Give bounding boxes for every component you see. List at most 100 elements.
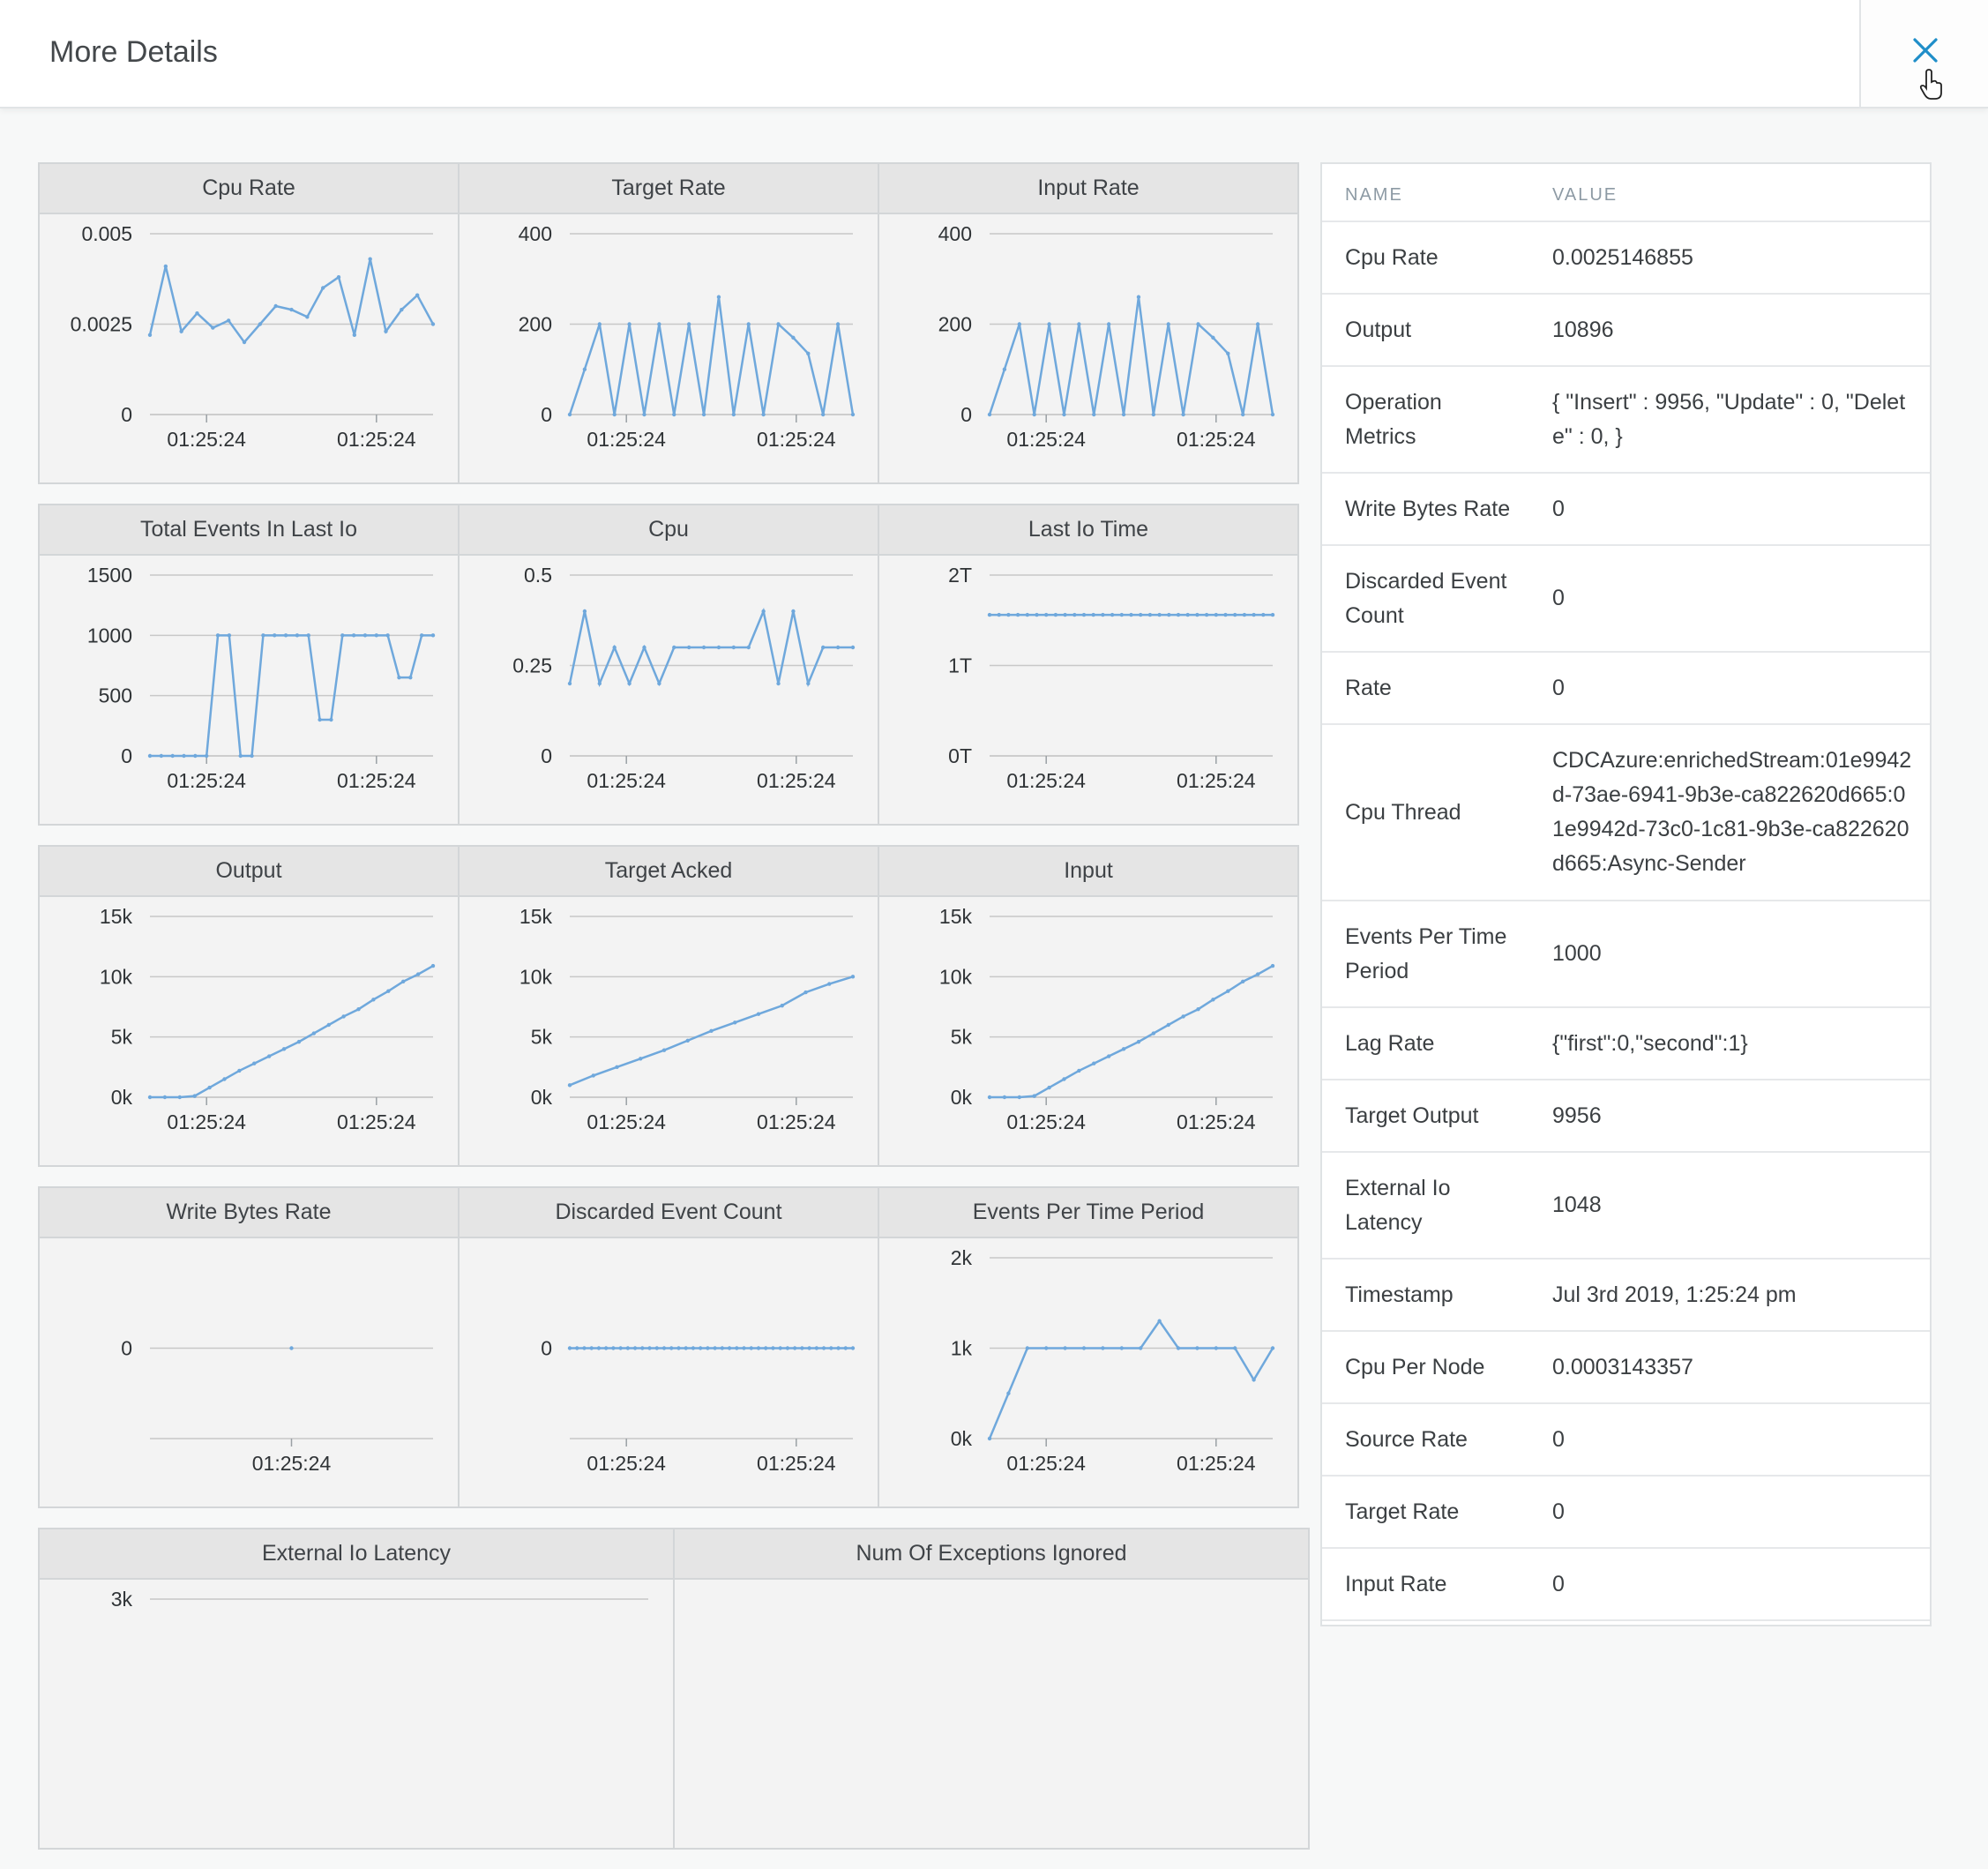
- close-button[interactable]: [1859, 0, 1988, 107]
- x-tick-label: 01:25:24: [587, 769, 666, 792]
- data-point: [1139, 612, 1143, 617]
- chart-panel: Events Per Time Period 2k 1k 0k 01:25:24 01:2…: [878, 1186, 1299, 1508]
- data-point: [193, 753, 198, 759]
- chart-row: External Io Latency 3k Num Of Exceptions …: [38, 1528, 1310, 1851]
- table-row: External Io Latency 1048: [1322, 1153, 1930, 1260]
- series-line: [148, 258, 435, 345]
- data-point: [1185, 612, 1190, 617]
- data-point: [1015, 612, 1020, 617]
- data-point: [603, 1346, 609, 1350]
- chart-panel: Last Io Time 2T 1T 0T 01:25:24 01:25:24: [878, 504, 1299, 826]
- data-point: [1119, 1346, 1124, 1350]
- row-name: Input Rate: [1345, 1571, 1447, 1596]
- row-name: Discarded Event Count: [1345, 568, 1507, 628]
- chart-title: Discarded Event Count: [460, 1188, 878, 1238]
- row-value: 0: [1552, 1571, 1565, 1596]
- data-point: [850, 645, 856, 650]
- data-point: [415, 972, 421, 976]
- data-point: [632, 1346, 638, 1350]
- data-point: [1121, 412, 1126, 417]
- chart-title: Events Per Time Period: [879, 1188, 1297, 1238]
- data-point: [215, 633, 220, 638]
- data-point: [567, 1346, 572, 1350]
- x-tick-label: 01:25:24: [167, 428, 246, 451]
- row-value: 0: [1552, 496, 1565, 521]
- data-point: [226, 318, 231, 323]
- chart-panel: Target Acked 15k 10k 5k 0k 01:25:24 01:25:24: [458, 845, 879, 1167]
- y-tick-label: 15k: [939, 905, 973, 928]
- row-name: Events Per Time Period: [1345, 923, 1507, 983]
- data-point: [1077, 322, 1081, 326]
- row-name: Target Output: [1345, 1103, 1479, 1128]
- data-point: [371, 998, 376, 1002]
- data-point: [821, 1346, 826, 1350]
- data-point: [1092, 1061, 1096, 1065]
- chart-panel: Input 15k 10k 5k 0k 01:25:24 01:25:24: [878, 845, 1299, 1167]
- y-tick-label: 5k: [111, 1026, 133, 1049]
- data-point: [780, 1003, 784, 1008]
- series-line: [988, 1319, 1274, 1439]
- data-point: [1214, 612, 1218, 617]
- y-tick-label: 0: [121, 403, 132, 426]
- data-point: [386, 989, 391, 993]
- data-point: [821, 412, 826, 417]
- x-tick-label: 01:25:24: [757, 1110, 836, 1133]
- data-point: [1119, 612, 1124, 617]
- x-tick-label: 01:25:24: [757, 428, 836, 451]
- chart-title: Cpu Rate: [40, 164, 458, 214]
- data-point: [771, 1346, 775, 1350]
- data-point: [1195, 612, 1200, 617]
- data-point: [676, 1346, 681, 1350]
- y-tick-label: 0.5: [524, 564, 552, 587]
- data-point: [147, 333, 153, 337]
- data-point: [716, 295, 721, 299]
- row-value: {"first":0,"second":1}: [1552, 1030, 1748, 1056]
- y-tick-label: 0: [541, 744, 552, 767]
- y-tick-label: 400: [519, 222, 552, 245]
- data-point: [567, 681, 572, 686]
- y-tick-label: 0: [960, 403, 972, 426]
- data-point: [627, 322, 632, 326]
- data-point: [362, 633, 368, 638]
- series-line: [568, 607, 853, 688]
- chart-panel: Input Rate 400 200 0 01:25:24 01:25:24: [878, 162, 1299, 484]
- data-point: [843, 1346, 848, 1350]
- data-point: [987, 612, 992, 617]
- data-point: [850, 1346, 856, 1350]
- data-point: [850, 412, 856, 417]
- data-point: [829, 1346, 833, 1350]
- data-point: [746, 645, 751, 650]
- y-tick-label: 1000: [87, 624, 132, 647]
- y-tick-label: 15k: [100, 905, 133, 928]
- data-point: [654, 1346, 659, 1350]
- data-point: [1261, 612, 1266, 617]
- chart-title: Output: [40, 847, 458, 897]
- data-point: [1002, 367, 1007, 371]
- row-value: { "Insert" : 9956, "Update" : 0, "Delete…: [1552, 389, 1906, 449]
- data-point: [1241, 412, 1245, 417]
- y-tick-label: 5k: [951, 1026, 973, 1049]
- data-point: [192, 1094, 197, 1098]
- series-line: [990, 964, 1274, 1099]
- target-acked-chart: 15k 10k 5k 0k 01:25:24 01:25:24: [519, 905, 856, 1133]
- data-point: [1195, 1346, 1200, 1350]
- chart-title: Input: [879, 847, 1297, 897]
- data-point: [250, 753, 254, 759]
- data-point: [611, 1346, 616, 1350]
- data-point: [1270, 612, 1275, 617]
- data-point: [1081, 1346, 1087, 1350]
- data-point: [147, 753, 153, 759]
- data-point: [731, 412, 736, 417]
- chart-row: Cpu Rate 0.005 0.0025 0 01:25:24 01:25:24 Tar…: [38, 162, 1310, 486]
- y-tick-label: 10k: [939, 965, 973, 988]
- column-header-value: VALUE: [1552, 185, 1618, 205]
- data-point: [170, 753, 175, 759]
- data-point: [207, 1085, 212, 1090]
- close-icon[interactable]: [1910, 35, 1940, 65]
- data-point: [791, 609, 796, 614]
- data-point: [850, 975, 856, 979]
- y-tick-label: 0k: [111, 1086, 133, 1109]
- data-point: [785, 1346, 790, 1350]
- row-value: 0: [1552, 586, 1565, 610]
- row-value: CDCAzure:enrichedStream:01e9942d-73ae-69…: [1552, 748, 1912, 876]
